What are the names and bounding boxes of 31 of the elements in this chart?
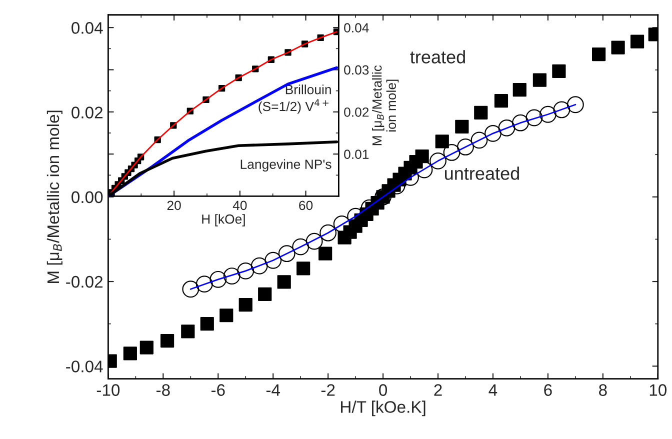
x-tick-label: -2 bbox=[321, 384, 335, 396]
x-tick-label: -8 bbox=[156, 384, 170, 396]
y-tick-label: 0.02 bbox=[344, 107, 369, 117]
series-label: Langevine NP's bbox=[240, 159, 332, 172]
x-tick-label: 60 bbox=[299, 200, 313, 210]
x-axis-title: H/T [kOe.K] bbox=[341, 400, 426, 416]
x-tick-label: 40 bbox=[232, 200, 247, 210]
y-tick-label: -0.02 bbox=[66, 276, 102, 288]
y-tick-label: 0.00 bbox=[72, 191, 103, 204]
x-tick-label: 6 bbox=[544, 384, 552, 396]
y-tick-label: 0.01 bbox=[344, 150, 369, 159]
y-tick-label: 0.02 bbox=[72, 106, 102, 118]
y-axis-title: M [μ$_{B}$/Metallic ion mole] bbox=[46, 110, 62, 283]
x-tick-label: 0 bbox=[379, 384, 388, 396]
text: treated bbox=[410, 50, 465, 64]
x-tick-label: -10 bbox=[96, 384, 120, 396]
x-tick-label: 8 bbox=[599, 384, 607, 396]
y-tick-label: -0.04 bbox=[66, 360, 103, 372]
x-tick-label: 2 bbox=[434, 384, 442, 396]
x-tick-label: 10 bbox=[650, 384, 667, 396]
x-axis-title: H [kOe] bbox=[202, 214, 245, 226]
x-tick-label: 4 bbox=[488, 384, 498, 396]
x-tick-label: 20 bbox=[167, 200, 181, 210]
y-tick-label: 0.04 bbox=[344, 23, 369, 32]
y-axis-title: M [μ$_{B}$/Metallic ion mole] bbox=[372, 65, 399, 146]
y-tick-label: 0.04 bbox=[72, 22, 103, 34]
x-tick-label: -6 bbox=[211, 384, 225, 396]
y-tick-label: 0.03 bbox=[344, 65, 369, 75]
series-label: Brillouin (S=1/2) V$^{4+}$ bbox=[258, 84, 331, 114]
series-label: untreated bbox=[445, 166, 519, 180]
x-tick-label: -4 bbox=[266, 384, 280, 396]
